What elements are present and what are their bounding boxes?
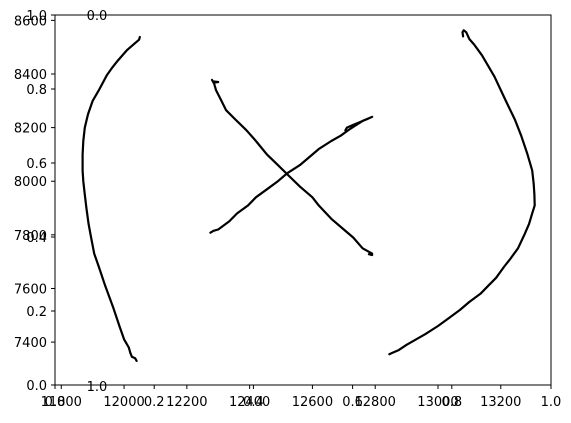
overlay-y-tick-label: 0.0 [26,379,47,394]
series-layer [81,29,536,362]
y-tick-label: 7600 [14,282,47,297]
x-tick-label: 12000 [103,395,144,410]
overlay-x-tick-label: 0.2 [144,395,165,410]
x-tick-label: 13200 [480,395,521,410]
y-tick-label: 8200 [14,122,47,137]
overlay-x-tick-label: 1.0 [541,395,562,410]
overlay-y-tick-label: 0.8 [26,83,47,98]
main-axes: 11800 12000 12200 12400 12600 12800 13000 13200… [14,14,522,410]
y-tick-label: 8000 [14,175,47,190]
overlay-y-tick-label: 1.0 [26,9,47,24]
overlay-y-tick-label: 0.4 [26,231,47,246]
plot-frame [54,14,552,386]
series-line-2 [210,78,374,257]
overlay-x-tick-label: 0.4 [243,395,264,410]
x-tick-label: 11800 [41,395,82,410]
y-tick-label: 8400 [14,68,47,83]
stray-axis-label: 0.0 [87,9,108,24]
series-line-4 [388,29,536,356]
y-tick-label: 8600 [14,14,47,29]
y-tick-label: 7400 [14,336,47,351]
x-tick-label: 12600 [292,395,333,410]
x-tick-label: 12400 [229,395,270,410]
overlay-x-tick-label: 0.8 [441,395,462,410]
x-tick-label: 13000 [417,395,458,410]
overlay-axes: 0.0 0.2 0.4 0.6 0.8 1.00.00.20.40.60.81.0 0.01… [26,9,561,410]
x-tick-label: 12200 [166,395,207,410]
overlay-y-tick-label: 0.6 [26,157,47,172]
overlay-x-tick-label: 0.0 [45,395,66,410]
stray-axis-label: 1.0 [87,380,108,395]
overlay-x-tick-label: 0.6 [342,395,363,410]
series-line-1 [81,35,141,362]
overlay-y-tick-label: 0.2 [26,305,47,320]
y-tick-label: 7800 [14,229,47,244]
x-tick-label: 12800 [355,395,396,410]
series-line-3 [209,115,374,234]
